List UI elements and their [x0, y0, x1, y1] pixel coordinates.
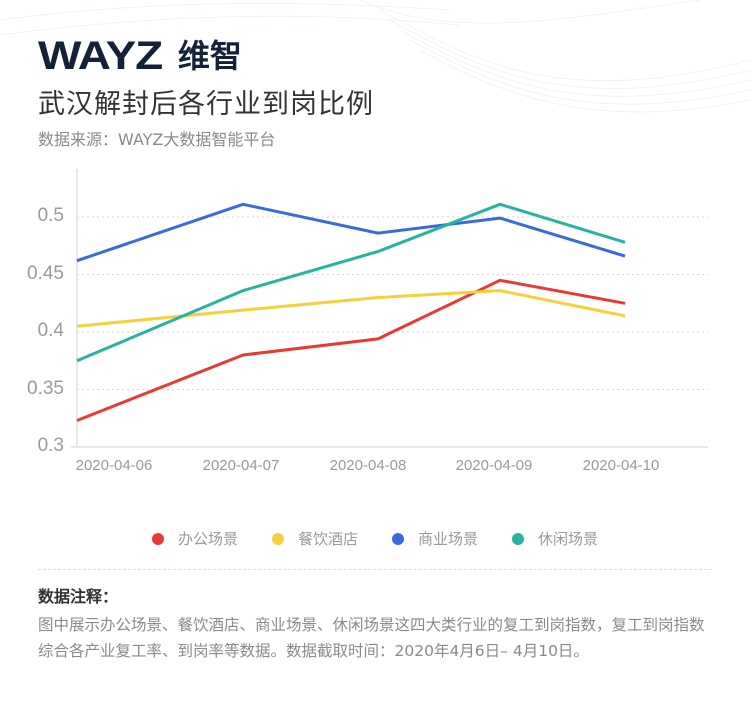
legend-item[interactable]: 办公场景 [151, 528, 238, 549]
legend-item[interactable]: 餐饮酒店 [271, 528, 358, 549]
logo-english: WAYZ [38, 34, 163, 78]
legend-dot-icon [512, 532, 525, 545]
y-tick-label: 0.3 [37, 435, 64, 456]
y-tick-label: 0.35 [27, 377, 64, 399]
legend-dot-icon [392, 532, 404, 545]
data-source: 数据来源：WAYZ大数据智能平台 [38, 130, 276, 149]
legend-item[interactable]: 商业场景 [392, 528, 478, 549]
notes-title: 数据注释： [38, 587, 119, 606]
legend-dot-icon [271, 532, 284, 545]
chart-legend: 办公场景 餐饮酒店 商业场景 休闲场景 [0, 528, 750, 549]
x-tick-label: 2020-04-10 [582, 457, 660, 474]
wayz-logo: WAYZ 维智 [38, 36, 242, 76]
series-line [76, 278, 626, 422]
y-tick-label: 0.45 [27, 262, 64, 284]
x-tick-label: 2020-04-08 [329, 457, 407, 474]
y-tick-label: 0.4 [37, 320, 64, 341]
logo-chinese: 维智 [177, 37, 242, 75]
legend-item[interactable]: 休闲场景 [512, 528, 598, 549]
series-line [76, 202, 626, 363]
legend-label: 办公场景 [177, 530, 238, 548]
legend-label: 餐饮酒店 [297, 530, 358, 548]
divider [38, 569, 712, 570]
legend-label: 休闲场景 [538, 530, 599, 548]
chart-plot-area [71, 169, 708, 448]
x-tick-label: 2020-04-06 [75, 457, 153, 474]
y-tick-label: 0.5 [37, 205, 64, 226]
notes-body: 图中展示办公场景、餐饮酒店、商业场景、休闲场景这四大类行业的复工到岗指数，复工到… [38, 616, 705, 660]
legend-dot-icon [151, 532, 164, 545]
line-chart: 0.3 0.35 0.4 0.45 0.5 2020-04-06 2020-04-07 20… [27, 169, 708, 474]
x-tick-label: 2020-04-07 [202, 457, 280, 474]
x-tick-label: 2020-04-09 [455, 457, 533, 474]
series-line [76, 289, 626, 328]
series-line [76, 202, 626, 263]
chart-title: 武汉解封后各行业到岗比例 [38, 89, 374, 120]
legend-label: 商业场景 [418, 530, 479, 548]
